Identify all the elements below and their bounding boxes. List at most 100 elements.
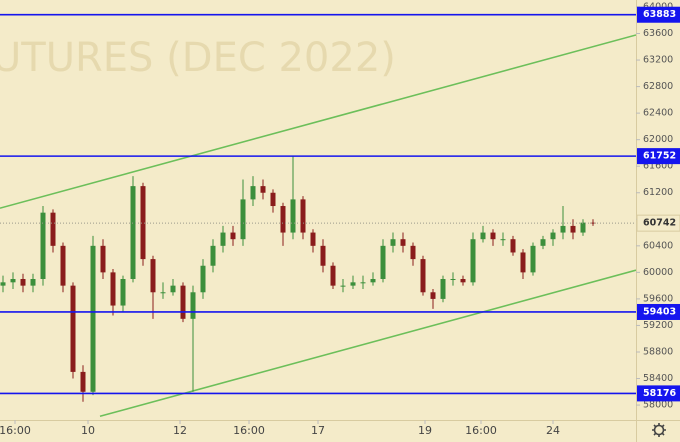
level-tag xyxy=(637,385,680,402)
trend-line xyxy=(0,34,636,209)
candle-body xyxy=(500,239,506,241)
level-tag xyxy=(637,148,680,165)
candle-body xyxy=(330,265,336,286)
y-tick-label: 62400 xyxy=(643,108,673,119)
x-tick-label: 24 xyxy=(546,424,560,437)
candle-body xyxy=(520,252,526,273)
level-tag xyxy=(637,6,680,23)
level-label: 61752 xyxy=(643,151,676,162)
candle-body xyxy=(280,206,286,233)
level-label: 58176 xyxy=(643,388,676,399)
y-tick-label: 62000 xyxy=(643,134,673,145)
candle-body xyxy=(100,245,106,273)
candle-body xyxy=(60,245,66,286)
candle-body xyxy=(480,232,486,240)
y-tick-label: 63200 xyxy=(643,55,673,66)
candle-body xyxy=(580,222,586,233)
y-tick-label: 58400 xyxy=(643,373,673,384)
candle-body xyxy=(30,279,36,286)
x-tick-label: 10 xyxy=(81,424,95,437)
y-tick-label: 60400 xyxy=(643,240,673,251)
candle-body xyxy=(250,186,256,200)
x-tick-label: 16:00 xyxy=(233,424,265,437)
candle-body xyxy=(270,192,276,207)
x-tick-label: 17 xyxy=(311,424,325,437)
candle-body xyxy=(170,285,176,293)
candle-body xyxy=(400,239,406,246)
candle-body xyxy=(70,285,76,372)
candle-body xyxy=(260,186,266,193)
candle-body xyxy=(290,199,296,233)
candle-body xyxy=(350,282,356,286)
candle-body xyxy=(510,239,516,253)
y-tick-label: 58800 xyxy=(643,346,673,357)
candle-body xyxy=(0,282,6,286)
candle-body xyxy=(540,239,546,246)
x-tick-label: 16:00 xyxy=(465,424,497,437)
candle-body xyxy=(50,212,56,246)
y-tick-label: 60000 xyxy=(643,267,673,278)
x-tick-label: 16:00 xyxy=(0,424,31,437)
candle-body xyxy=(460,279,466,283)
candle-body xyxy=(370,279,376,283)
candle-body xyxy=(180,285,186,319)
candle-body xyxy=(80,371,86,392)
candle-body xyxy=(220,232,226,246)
trend-line xyxy=(99,269,636,418)
x-tick-label: 12 xyxy=(173,424,187,437)
candle-body xyxy=(360,282,366,284)
y-tick-label: 59200 xyxy=(643,320,673,331)
level-label: 63883 xyxy=(643,9,676,20)
candle-body xyxy=(10,279,16,283)
level-label: 59403 xyxy=(643,306,676,317)
candle-body xyxy=(530,245,536,273)
candle-body xyxy=(300,199,306,233)
candle-body xyxy=(320,245,326,266)
candle-body xyxy=(560,225,566,233)
last-price-label: 60742 xyxy=(643,218,676,229)
y-tick-label: 62800 xyxy=(643,81,673,92)
candle-body xyxy=(20,279,26,286)
candle-body xyxy=(160,292,166,294)
candle-body xyxy=(120,279,126,306)
x-tick-label: 19 xyxy=(418,424,432,437)
candle-body xyxy=(490,232,496,240)
candle-body xyxy=(310,232,316,246)
candle-body xyxy=(390,239,396,246)
candle-body xyxy=(90,245,96,392)
level-tag xyxy=(637,303,680,320)
candle-body xyxy=(40,212,46,280)
candle-body xyxy=(140,186,146,260)
y-tick-label: 61200 xyxy=(643,187,673,198)
candle-body xyxy=(380,245,386,280)
candle-body xyxy=(110,272,116,306)
watermark: UTURES (DEC 2022) xyxy=(0,35,396,81)
candle-body xyxy=(200,265,206,293)
y-tick-label: 58000 xyxy=(643,400,673,411)
last-price-tag xyxy=(636,214,680,232)
candle-body xyxy=(210,245,216,266)
y-tick-label: 59600 xyxy=(643,293,673,304)
candle-body xyxy=(130,186,136,280)
candle-body xyxy=(340,285,346,287)
candle-body xyxy=(240,199,246,240)
candle-body xyxy=(230,232,236,240)
y-tick-label: 61600 xyxy=(643,161,673,172)
candle-body xyxy=(450,279,456,281)
candle-body xyxy=(190,292,196,319)
candle-body xyxy=(440,279,446,299)
y-tick-label: 63600 xyxy=(643,28,673,39)
candle-body xyxy=(150,259,156,293)
candle-body xyxy=(420,259,426,293)
candle-body xyxy=(410,245,416,260)
candle-body xyxy=(570,225,576,233)
candle-body xyxy=(430,292,436,299)
candle-body xyxy=(470,239,476,283)
candle-body xyxy=(550,232,556,240)
plot-area xyxy=(0,13,636,418)
candle-body xyxy=(590,222,596,224)
settings-icon[interactable] xyxy=(652,423,666,437)
